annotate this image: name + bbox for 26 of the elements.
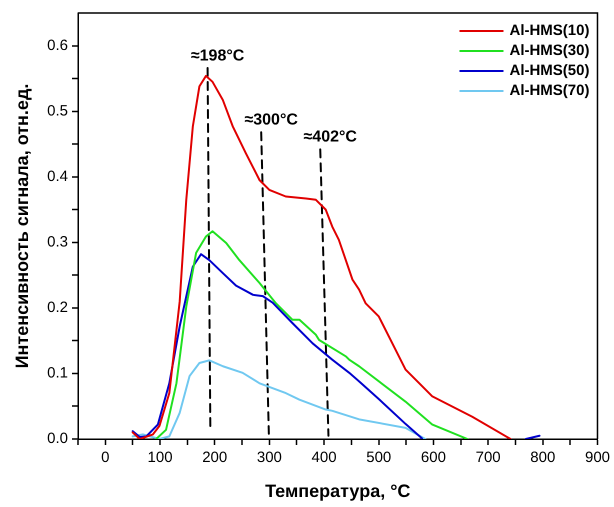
y-tick-label: 0.1 bbox=[47, 364, 68, 382]
annotation: ≈198°C bbox=[190, 47, 245, 64]
y-tick-label: 0.0 bbox=[47, 430, 68, 448]
x-tick-label: 700 bbox=[476, 449, 501, 466]
x-tick-label: 800 bbox=[530, 449, 556, 466]
x-tick-label: 100 bbox=[148, 449, 173, 466]
x-tick-label: 900 bbox=[584, 449, 610, 466]
x-tick-label: 400 bbox=[312, 449, 337, 466]
legend-label: Al-HMS(50) bbox=[509, 62, 590, 80]
legend-label: Al-HMS(70) bbox=[509, 82, 590, 100]
x-tick-label: 0 bbox=[101, 449, 110, 466]
legend-label: Al-HMS(10) bbox=[509, 22, 590, 40]
y-tick-label: 0.5 bbox=[47, 102, 68, 120]
y-tick-label: 0.4 bbox=[47, 168, 68, 185]
y-tick-label: 0.6 bbox=[47, 36, 68, 54]
annotation: ≈402°C bbox=[304, 128, 358, 146]
x-tick-label: 200 bbox=[202, 449, 228, 466]
x-axis-title: Температура, °C bbox=[265, 481, 410, 502]
x-tick-label: 300 bbox=[256, 449, 282, 466]
y-axis-title: Интенсивность сигнала, отн.ед. bbox=[12, 84, 32, 368]
x-tick-label: 600 bbox=[420, 449, 446, 466]
y-tick-label: 0.2 bbox=[47, 299, 68, 316]
annotation: ≈300°C bbox=[244, 112, 298, 129]
x-tick-label: 500 bbox=[366, 449, 392, 466]
legend-label: Al-HMS(30) bbox=[509, 42, 590, 60]
y-tick-label: 0.3 bbox=[47, 234, 68, 251]
